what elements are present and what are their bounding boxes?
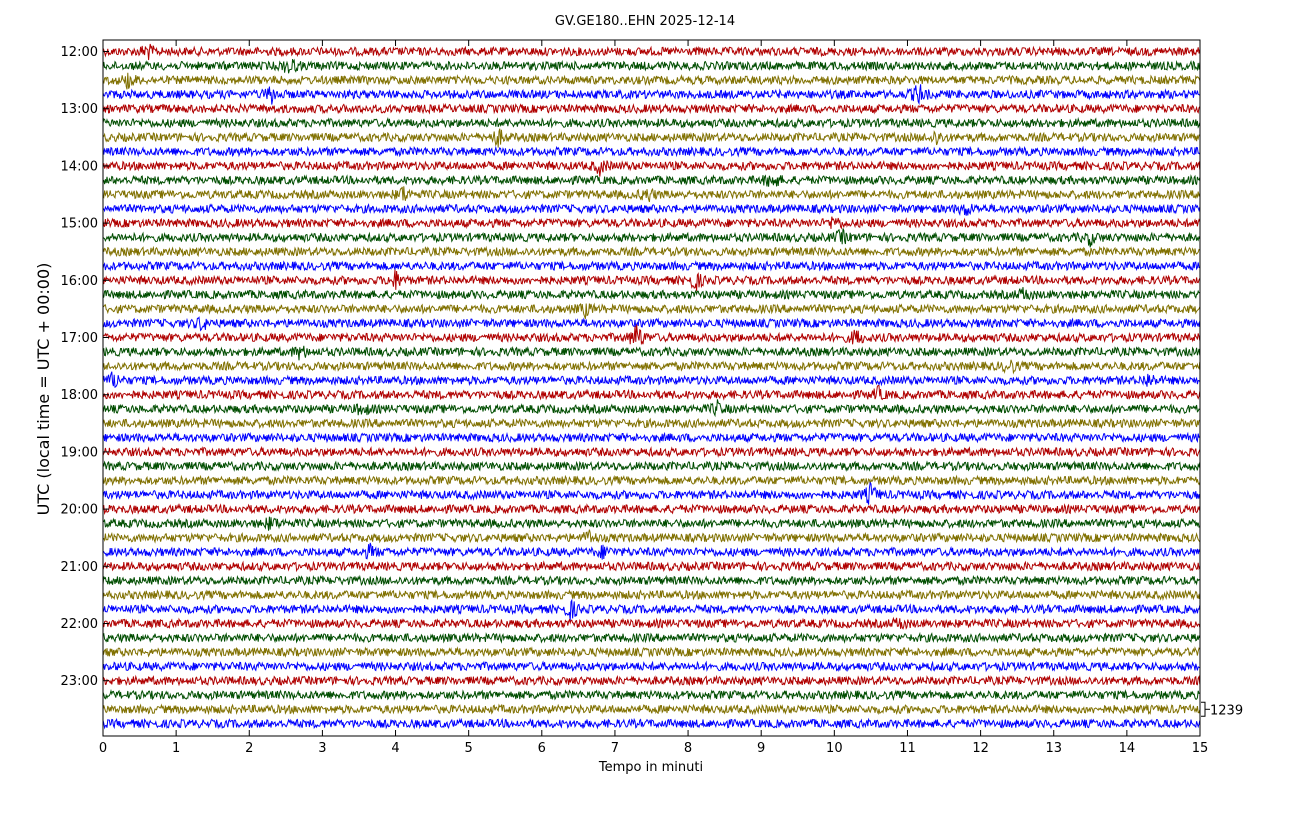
seismic-trace [102, 588, 1201, 601]
seismic-trace [102, 529, 1201, 544]
seismic-trace [102, 316, 1201, 332]
x-tick-label: 6 [538, 741, 546, 756]
seismic-trace [102, 259, 1200, 273]
seismic-trace [102, 445, 1201, 458]
x-tick-label: 7 [611, 741, 619, 756]
scale-bracket [1201, 701, 1206, 717]
seismic-trace [102, 302, 1201, 320]
x-tick-label: 11 [899, 741, 916, 756]
seismic-trace [102, 160, 1201, 177]
seismic-trace [102, 186, 1201, 203]
seismic-trace [102, 245, 1201, 258]
x-tick-label: 4 [391, 741, 399, 756]
seismic-trace [103, 128, 1200, 148]
y-tick-label: 21:00 [61, 560, 98, 575]
x-tick-label: 12 [972, 741, 989, 756]
seismic-trace [102, 574, 1201, 587]
x-axis: 0 1 2 3 4 5 6 7 8 9 10 11 12 13 14 15 [99, 40, 1208, 756]
plot-frame [102, 39, 1201, 737]
x-axis-label: Tempo in minuti [598, 760, 703, 775]
x-tick-label: 13 [1045, 741, 1062, 756]
seismic-trace [102, 228, 1201, 248]
seismic-trace [102, 269, 1201, 292]
y-tick-label: 14:00 [61, 159, 98, 174]
seismic-trace [102, 58, 1201, 74]
seismic-trace [102, 646, 1201, 659]
seismic-trace [102, 503, 1201, 516]
y-tick-label: 20:00 [61, 503, 98, 518]
scale-label: 1239 [1210, 703, 1243, 718]
y-tick-label: 17:00 [61, 331, 98, 346]
seismic-trace [102, 474, 1201, 487]
seismic-trace [102, 216, 1201, 230]
y-tick-label: 13:00 [61, 102, 98, 117]
seismic-trace [102, 616, 1201, 630]
x-tick-label: 10 [826, 741, 843, 756]
x-tick-label: 9 [757, 741, 765, 756]
seismic-trace [102, 542, 1201, 560]
seismic-trace [102, 202, 1201, 216]
seismic-trace [102, 145, 1201, 158]
x-tick-label: 8 [684, 741, 692, 756]
seismic-trace [102, 116, 1201, 129]
x-tick-label: 14 [1119, 741, 1136, 756]
x-tick-label: 2 [245, 741, 253, 756]
seismic-trace [102, 84, 1201, 106]
seismic-trace [102, 72, 1201, 90]
seismic-trace [102, 43, 1201, 61]
seismic-trace [102, 674, 1201, 687]
y-axis-label: UTC (local time = UTC + 00:00) [34, 263, 53, 516]
seismic-trace [102, 102, 1201, 115]
seismic-trace [102, 481, 1201, 505]
seismic-trace [102, 703, 1201, 716]
chart-title: GV.GE180..EHN 2025-12-14 [555, 14, 735, 29]
x-tick-label: 5 [465, 741, 473, 756]
y-tick-label: 15:00 [61, 217, 98, 232]
seismic-trace [102, 324, 1201, 346]
seismic-trace [102, 287, 1201, 301]
seismic-trace [102, 598, 1201, 621]
seismic-trace [102, 174, 1201, 187]
seismic-trace [102, 371, 1201, 388]
y-tick-label: 19:00 [61, 445, 98, 460]
seismic-trace [102, 631, 1201, 644]
y-axis: 12:00 13:00 14:00 15:00 16:00 17:00 18:00 19:00… [61, 45, 109, 689]
y-tick-label: 16:00 [61, 274, 98, 289]
trace-group [102, 43, 1201, 730]
seismic-trace [102, 516, 1200, 531]
x-tick-label: 3 [318, 741, 326, 756]
y-tick-label: 23:00 [61, 674, 98, 689]
seismic-trace [102, 688, 1200, 702]
seismic-trace [102, 359, 1201, 375]
y-tick-label: 22:00 [61, 617, 98, 632]
seismic-trace [102, 560, 1201, 573]
seismic-trace [102, 660, 1200, 673]
seismic-trace [102, 460, 1201, 472]
seismic-trace [102, 717, 1201, 730]
y-tick-label: 18:00 [61, 388, 98, 403]
x-tick-label: 0 [99, 741, 107, 756]
seismic-trace [102, 345, 1201, 361]
y-tick-label: 12:00 [61, 45, 98, 60]
seismic-trace [102, 384, 1201, 401]
seismic-trace [102, 399, 1201, 418]
scale-bar: 1239 [1201, 701, 1243, 718]
seismic-trace [102, 417, 1201, 430]
x-tick-label: 1 [172, 741, 180, 756]
x-tick-label: 15 [1192, 741, 1209, 756]
seismic-trace [102, 431, 1200, 444]
